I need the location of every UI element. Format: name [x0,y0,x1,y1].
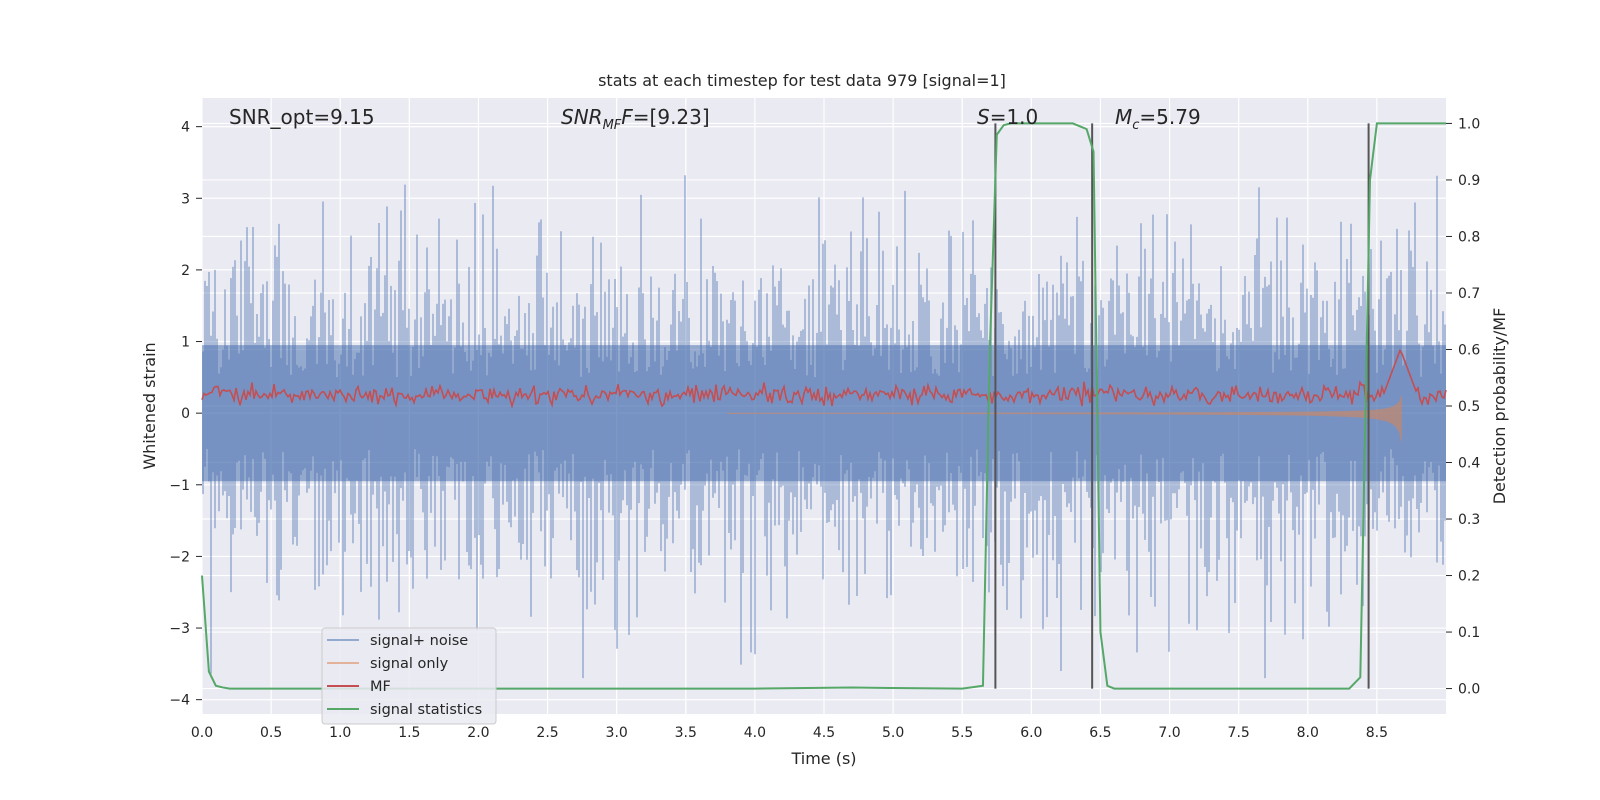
annotation-snr-mf-main: SNR [561,105,603,129]
y2-tick-label-1: 0.9 [1458,173,1480,189]
x-tick-label-13: 6.5 [1089,725,1111,741]
x-tick-label-2: 1.0 [329,725,351,741]
y-tick-label-4: 0 [181,406,190,422]
legend-label-mf: MF [370,679,391,695]
annotation-s-value: =1.0 [990,105,1039,129]
x-tick-label-14: 7.0 [1158,725,1180,741]
mf-trace [201,348,1447,409]
y-tick-label-5: −1 [169,478,190,494]
y2-tick-label-7: 0.3 [1458,512,1480,528]
annotation-s-main: S [977,105,990,129]
x-tick-label-10: 5.0 [882,725,904,741]
annotation-snr-mf-f: F [621,105,633,129]
legend-label-signal-noise: signal+ noise [370,633,468,649]
y-tick-label-6: −2 [169,549,190,565]
x-tick-label-0: 0.0 [191,725,213,741]
signal-statistics-trace [201,122,1446,690]
signal-only-envelope [727,348,1402,478]
y-tick-label-1: 3 [181,191,190,207]
y-tick-label-8: −4 [169,693,190,709]
x-tick-label-16: 8.0 [1297,725,1319,741]
signal-statistics-series [201,122,1446,690]
annotation-snr-mf: SNRMFF=[9.23] [561,105,710,133]
x-tick-label-3: 1.5 [398,725,420,741]
signal-only-series [727,348,1402,478]
y-tick-label-2: 2 [181,263,190,279]
annotation-mc-main: M [1115,105,1132,129]
y2-tick-label-8: 0.2 [1458,569,1480,585]
x-tick-label-6: 3.0 [606,725,628,741]
y2-tick-label-3: 0.7 [1458,286,1480,302]
x-tick-label-15: 7.5 [1228,725,1250,741]
y-axis-ticks: 4 3 2 1 0 −1 −2 −3 −4 [169,120,202,709]
y2-tick-label-10: 0.0 [1458,682,1480,698]
x-axis-ticks: 0.0 0.5 1.0 1.5 2.0 2.5 3.0 3.5 4.0 4.5 5.0 5.5 6.0 6… [191,725,1388,741]
y2-tick-label-5: 0.5 [1458,399,1480,415]
x-axis-label: Time (s) [790,749,856,768]
y2-axis-label: Detection probability/MF [1490,308,1509,505]
x-tick-label-1: 0.5 [260,725,282,741]
x-tick-label-9: 4.5 [813,725,835,741]
legend-label-signal-statistics: signal statistics [370,702,482,718]
mf-series [201,348,1447,409]
legend-label-signal-only: signal only [370,656,449,672]
x-tick-label-5: 2.5 [536,725,558,741]
y2-axis-ticks: 1.0 0.9 0.8 0.7 0.6 0.5 0.4 0.3 0.2 0.1 0.0 [1446,116,1480,698]
annotation-mc: Mc=5.79 [1115,105,1201,133]
annotation-snr-opt: SNR_opt=9.15 [229,105,375,129]
annotation-snr-mf-value: =[9.23] [633,105,710,129]
chart-title: stats at each timestep for test data 979… [598,71,1006,90]
legend-box [321,627,497,725]
legend: signal+ noise signal only MF signal stat… [321,627,497,725]
annotation-mc-value: =5.79 [1139,105,1200,129]
annotation-snr-mf-sub: MF [603,118,622,133]
y2-tick-label-6: 0.4 [1458,456,1480,472]
y-axis-label: Whitened strain [140,342,159,469]
y-tick-label-7: −3 [169,621,190,637]
x-tick-label-11: 5.5 [951,725,973,741]
y-tick-label-0: 4 [181,120,190,136]
y2-tick-label-0: 1.0 [1458,116,1480,132]
y2-tick-label-9: 0.1 [1458,625,1480,641]
x-tick-label-17: 8.5 [1366,725,1388,741]
x-tick-label-4: 2.0 [467,725,489,741]
x-tick-label-12: 6.0 [1020,725,1042,741]
x-tick-label-7: 3.5 [675,725,697,741]
y2-tick-label-2: 0.8 [1458,229,1480,245]
y-tick-label-3: 1 [181,335,190,351]
x-tick-label-8: 4.0 [744,725,766,741]
signal-noise-trace [202,175,1446,679]
y2-tick-label-4: 0.6 [1458,342,1480,358]
annotation-mc-sub: c [1132,118,1139,133]
annotation-s: S=1.0 [977,105,1038,129]
